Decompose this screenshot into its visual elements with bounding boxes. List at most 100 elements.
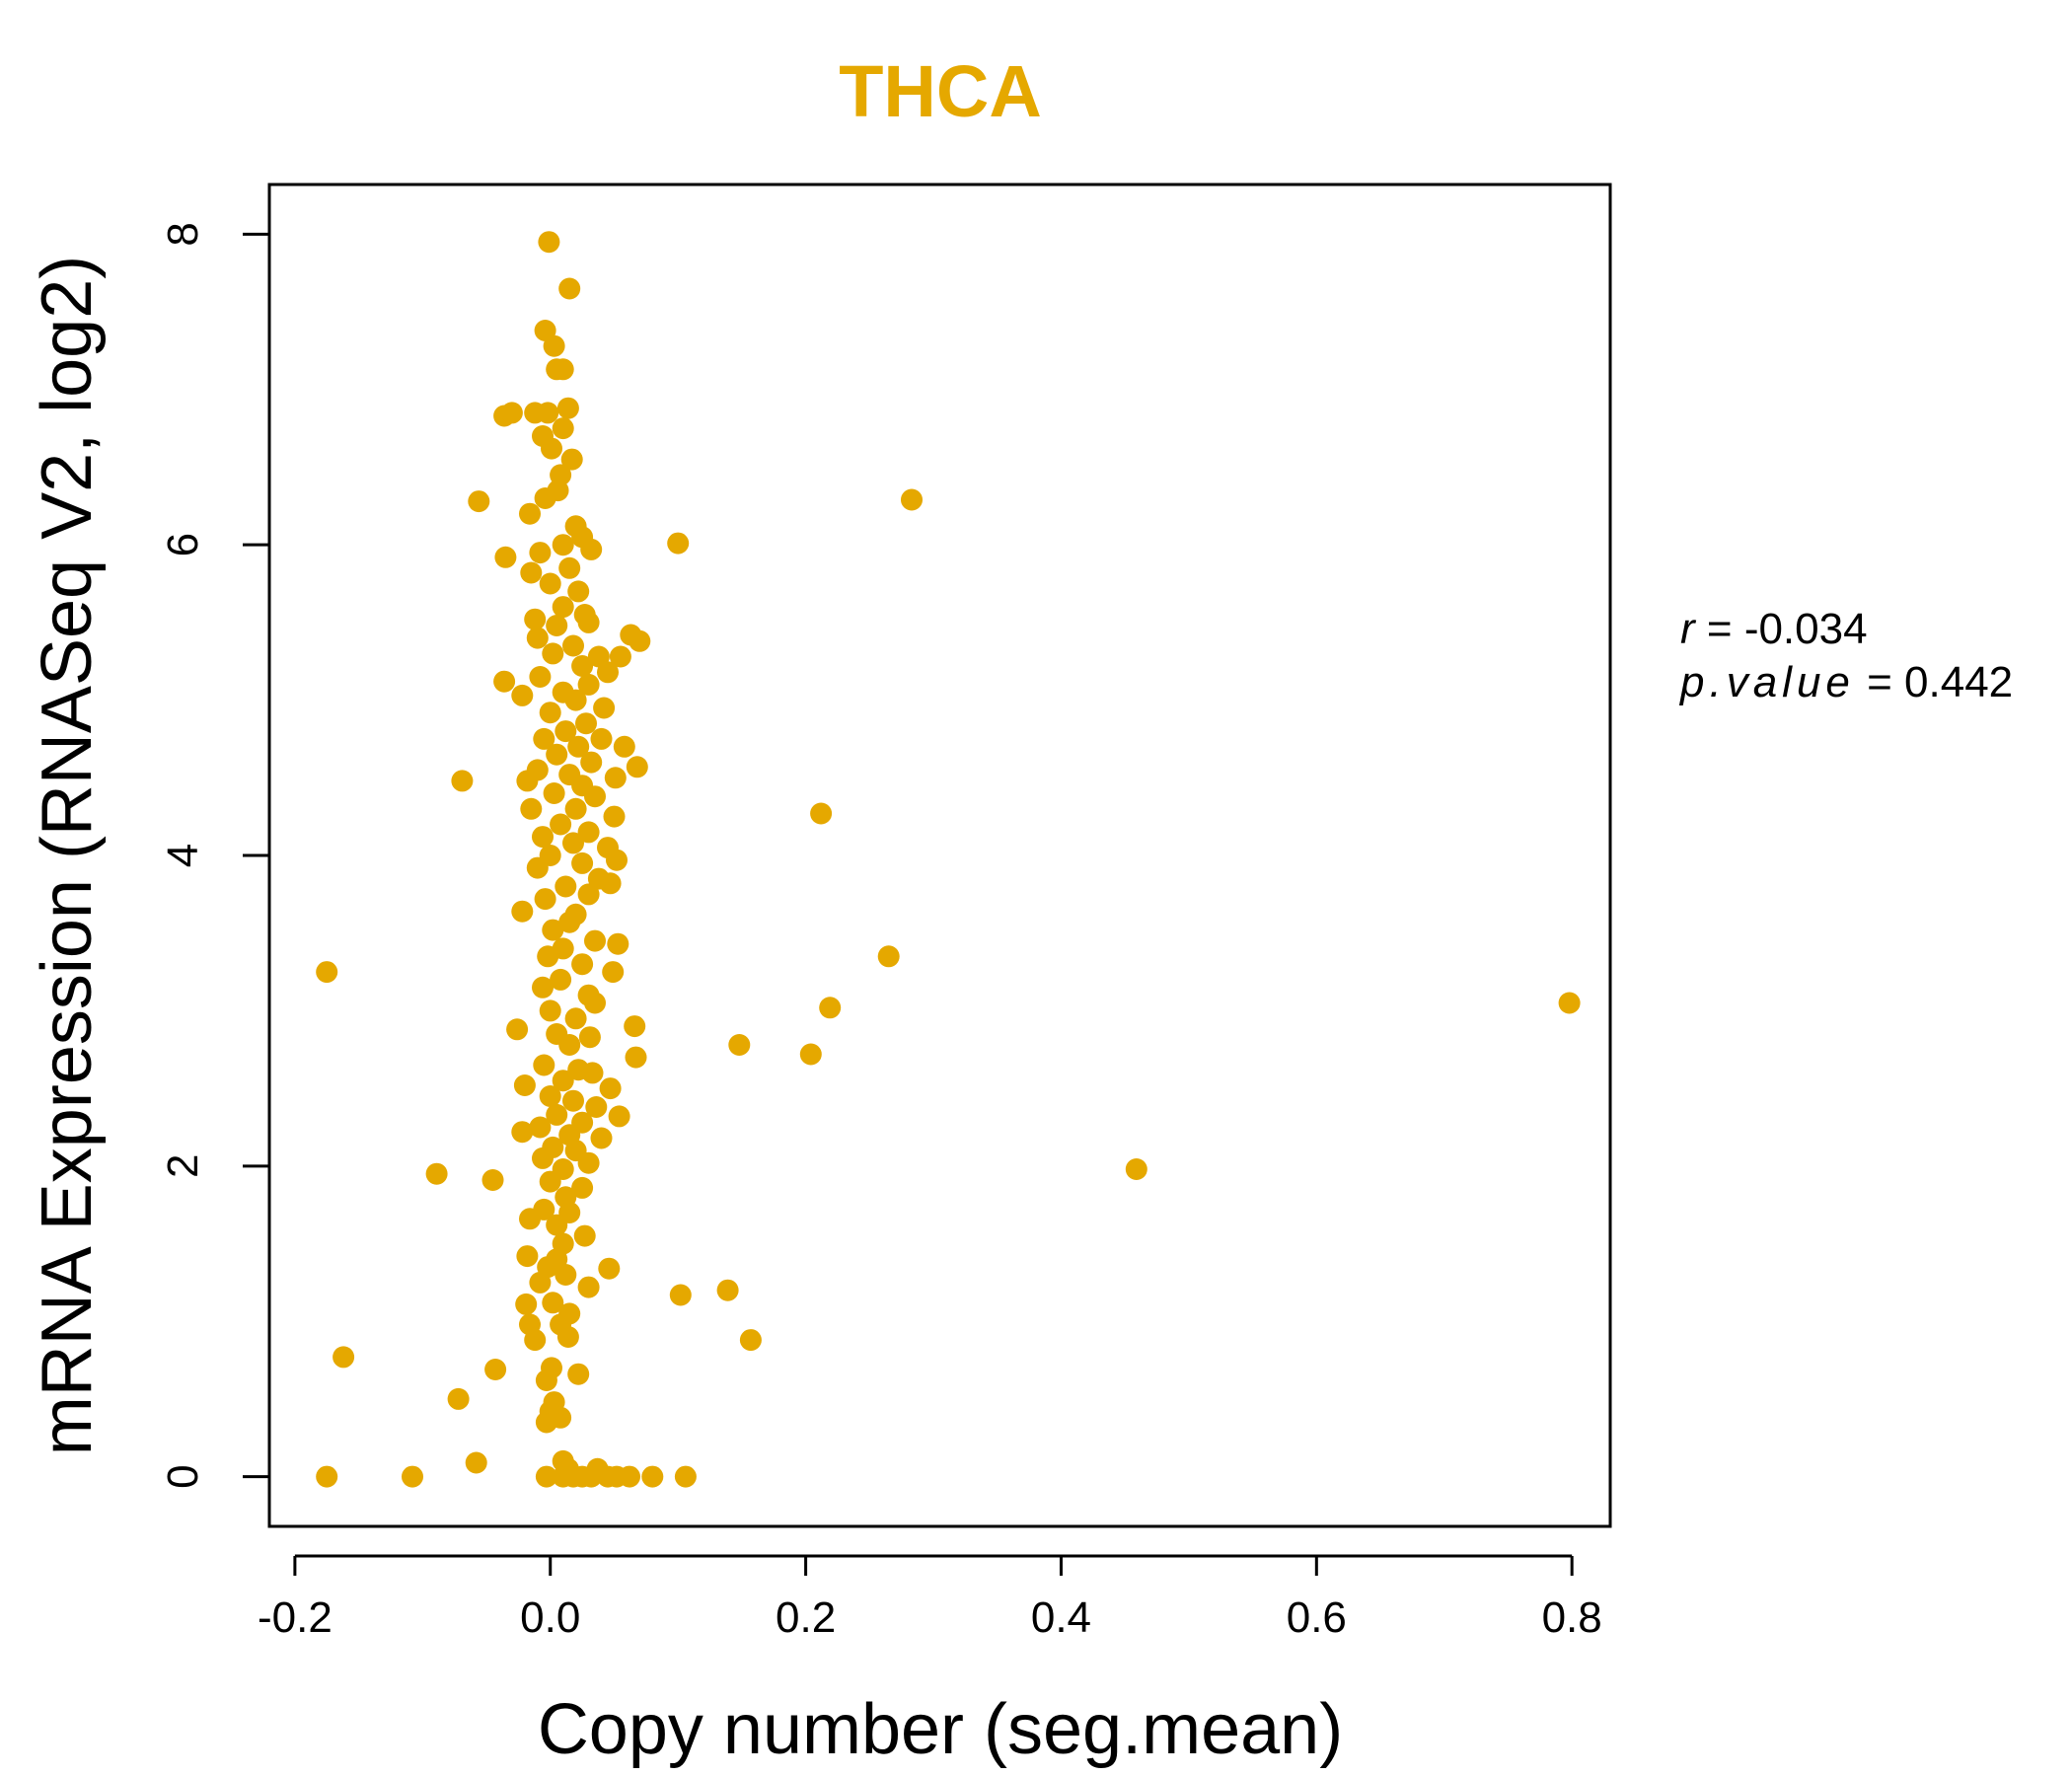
x-tick-label: 0.4 xyxy=(1031,1593,1091,1642)
data-point-55 xyxy=(555,720,577,743)
data-point-17 xyxy=(519,502,541,525)
data-point-28 xyxy=(520,561,543,584)
data-point-117 xyxy=(533,1054,555,1076)
data-point-156 xyxy=(577,1276,600,1298)
data-point-109 xyxy=(624,1015,646,1038)
data-point-119 xyxy=(581,1062,604,1084)
data-point-166 xyxy=(556,1326,579,1348)
data-point-27 xyxy=(580,538,603,560)
data-point-108 xyxy=(564,1007,587,1030)
data-point-87 xyxy=(577,883,600,906)
data-point-154 xyxy=(555,1264,577,1286)
data-point-96 xyxy=(537,945,559,968)
data-point-139 xyxy=(425,1162,448,1185)
data-point-110 xyxy=(506,1018,529,1041)
data-point-30 xyxy=(539,572,561,595)
chart-title: THCA xyxy=(839,50,1042,132)
data-point-153 xyxy=(598,1257,621,1280)
data-point-141 xyxy=(539,1170,561,1193)
data-point-73 xyxy=(603,805,626,828)
data-point-114 xyxy=(558,1034,581,1056)
data-point-130 xyxy=(511,1121,534,1144)
data-point-89 xyxy=(511,900,534,923)
data-point-69 xyxy=(543,782,565,804)
x-tick-label: 0.0 xyxy=(520,1593,580,1642)
correlation-stats: r = -0.034 p.value = 0.442 xyxy=(1678,605,2013,706)
data-point-113 xyxy=(728,1034,751,1056)
data-point-62 xyxy=(626,756,648,778)
data-point-167 xyxy=(333,1346,355,1369)
data-point-148 xyxy=(573,1224,596,1247)
data-point-36 xyxy=(577,611,600,633)
data-point-78 xyxy=(562,832,584,854)
data-point-75 xyxy=(550,813,572,836)
data-point-29 xyxy=(558,556,581,579)
data-point-126 xyxy=(546,1103,568,1126)
data-point-86 xyxy=(555,875,577,898)
data-point-99 xyxy=(316,961,338,984)
data-point-57 xyxy=(533,727,555,750)
data-point-165 xyxy=(524,1329,547,1352)
data-point-171 xyxy=(535,1369,557,1391)
data-point-191 xyxy=(641,1465,664,1488)
y-tick-label: 6 xyxy=(159,533,207,556)
data-point-32 xyxy=(552,596,574,619)
data-point-26 xyxy=(529,542,552,564)
data-point-159 xyxy=(542,1292,564,1314)
data-point-181 xyxy=(316,1465,338,1488)
data-point-12 xyxy=(552,417,574,440)
data-point-16 xyxy=(468,490,490,513)
data-point-104 xyxy=(1558,992,1581,1014)
data-point-31 xyxy=(567,580,590,603)
data-point-74 xyxy=(810,802,833,825)
y-tick-label: 4 xyxy=(159,844,207,867)
data-point-13 xyxy=(541,437,562,460)
data-point-97 xyxy=(877,945,900,968)
x-tick-label: -0.2 xyxy=(258,1593,333,1642)
data-point-120 xyxy=(552,1070,574,1092)
data-point-56 xyxy=(590,727,613,750)
y-tick-label: 8 xyxy=(159,222,207,246)
data-point-132 xyxy=(590,1127,613,1149)
data-point-146 xyxy=(519,1208,541,1230)
data-point-52 xyxy=(593,697,616,719)
y-axis-label: mRNA Expression (RNASeq V2, log2) xyxy=(28,256,107,1455)
data-point-138 xyxy=(1125,1158,1147,1180)
data-point-94 xyxy=(607,932,629,955)
data-point-5 xyxy=(552,358,574,381)
data-point-172 xyxy=(447,1387,470,1410)
y-tick-label: 2 xyxy=(159,1154,207,1178)
data-point-101 xyxy=(550,968,572,991)
data-point-127 xyxy=(608,1105,630,1128)
plot-frame xyxy=(267,183,1612,1528)
data-point-85 xyxy=(599,872,622,895)
data-points xyxy=(316,231,1581,1488)
data-point-65 xyxy=(451,770,474,792)
data-point-61 xyxy=(580,751,603,774)
data-point-38 xyxy=(629,629,651,652)
data-point-182 xyxy=(402,1465,423,1488)
data-point-66 xyxy=(604,767,627,789)
data-point-53 xyxy=(539,702,561,724)
data-point-106 xyxy=(819,997,842,1019)
data-point-160 xyxy=(515,1293,538,1315)
data-point-83 xyxy=(526,856,549,879)
data-point-72 xyxy=(564,797,587,820)
data-point-54 xyxy=(575,712,597,735)
data-point-169 xyxy=(484,1359,507,1380)
data-point-15 xyxy=(560,448,583,471)
data-point-164 xyxy=(739,1329,762,1352)
x-tick-label: 0.2 xyxy=(776,1593,836,1642)
data-point-67 xyxy=(516,770,539,792)
data-point-190 xyxy=(619,1465,640,1488)
data-point-76 xyxy=(577,821,600,844)
data-point-47 xyxy=(529,666,552,688)
data-point-71 xyxy=(520,797,543,820)
data-point-9 xyxy=(537,402,559,424)
data-point-170 xyxy=(567,1363,590,1385)
data-point-82 xyxy=(571,851,594,874)
data-point-92 xyxy=(542,919,564,941)
data-point-122 xyxy=(599,1077,622,1100)
p-stat: p.value = 0.442 xyxy=(1678,658,2013,706)
data-point-112 xyxy=(578,1026,601,1049)
